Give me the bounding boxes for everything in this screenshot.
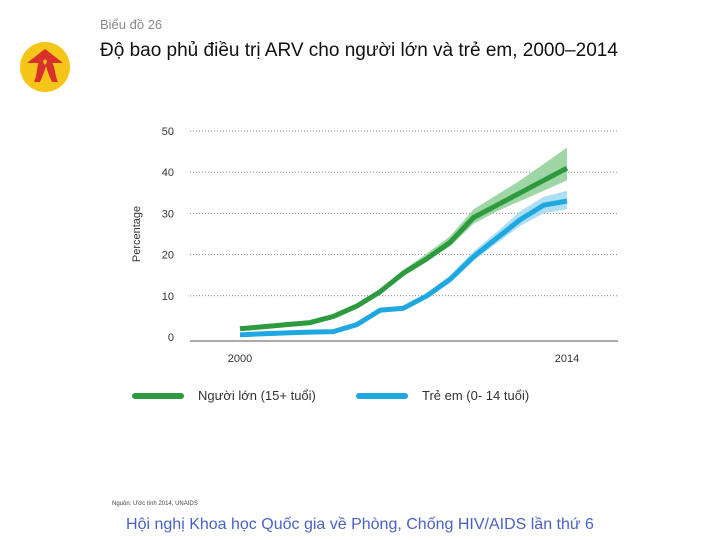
series-children-uncertainty-band (240, 191, 567, 336)
legend-children-label: Trẻ em (0- 14 tuổi) (422, 388, 529, 403)
footer-text: Hội nghị Khoa học Quốc gia về Phòng, Chố… (0, 516, 720, 534)
y-tick-label: 10 (162, 291, 174, 303)
legend-children-swatch (356, 393, 408, 399)
x-tick-label: 2000 (228, 353, 252, 365)
legend-adults-swatch (132, 393, 184, 399)
source-note: Nguồn: Ước tính 2014, UNAIDS (112, 501, 198, 507)
series-children-line (240, 201, 567, 335)
chart: 0 10 20 30 40 50 2000 2014 Percentage (0, 0, 720, 380)
y-tick-label: 20 (162, 250, 174, 262)
legend-children: Trẻ em (0- 14 tuổi) (356, 388, 529, 403)
y-tick-label: 50 (162, 126, 174, 138)
y-tick-label: 30 (162, 208, 174, 220)
legend-adults-label: Người lớn (15+ tuổi) (198, 388, 316, 403)
x-tick-label: 2014 (555, 353, 579, 365)
series-adults-uncertainty-band (240, 148, 567, 329)
y-tick-label: 40 (162, 167, 174, 179)
series-adults-line (240, 168, 567, 329)
y-tick-label: 0 (168, 332, 174, 344)
legend-adults: Người lớn (15+ tuổi) (132, 388, 316, 403)
y-axis-label: Percentage (131, 206, 143, 262)
